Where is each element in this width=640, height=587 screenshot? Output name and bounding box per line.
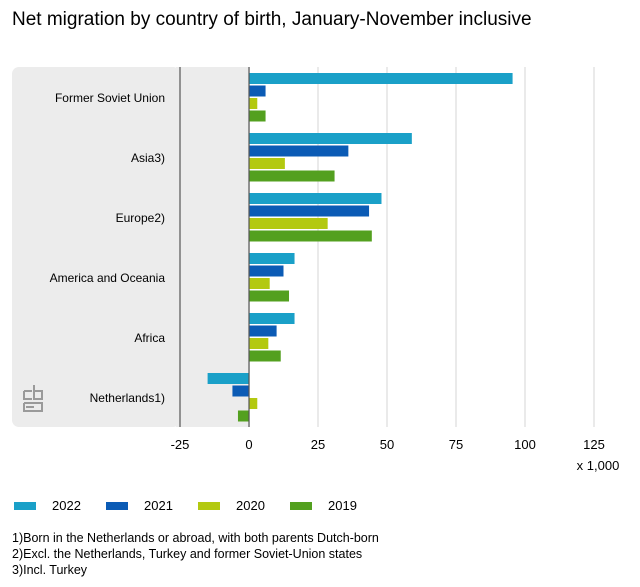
category-label: Europe2) <box>116 211 165 225</box>
category-label: Asia3) <box>131 151 165 165</box>
legend: 2022 2021 2020 2019 <box>14 498 634 518</box>
bar <box>249 313 295 324</box>
tick-labels: -25 0 25 50 75 100 125 <box>171 437 605 452</box>
legend-label: 2020 <box>236 498 265 513</box>
category-label: America and Oceania <box>50 271 166 285</box>
bar <box>249 230 372 242</box>
x-tick-label: 25 <box>311 437 325 452</box>
bar <box>232 385 249 397</box>
bar <box>249 170 335 182</box>
x-tick-label: 0 <box>245 437 252 452</box>
bar <box>237 410 249 422</box>
x-tick-label: 50 <box>380 437 394 452</box>
bar <box>249 193 382 204</box>
grid-lines <box>317 67 595 427</box>
footnote-1: 1)Born in the Netherlands or abroad, wit… <box>12 531 379 545</box>
x-tick-label: 100 <box>514 437 536 452</box>
bar <box>249 158 285 169</box>
legend-swatch <box>290 501 312 510</box>
bar <box>249 278 270 289</box>
footnotes: 1)Born in the Netherlands or abroad, wit… <box>12 530 379 578</box>
legend-item: 2022 <box>14 498 81 513</box>
x-tick-label: -25 <box>171 437 190 452</box>
bar <box>249 98 258 109</box>
bar <box>249 133 412 144</box>
plot-background-mid <box>176 67 250 427</box>
legend-label: 2019 <box>328 498 357 513</box>
legend-item: 2021 <box>106 498 173 513</box>
footnote-3: 3)Incl. Turkey <box>12 563 88 577</box>
x-tick-label: 125 <box>583 437 605 452</box>
bar <box>249 205 370 217</box>
legend-item: 2020 <box>198 498 265 513</box>
legend-label: 2021 <box>144 498 173 513</box>
bar <box>249 85 266 97</box>
legend-swatch <box>106 501 128 510</box>
legend-swatch <box>198 501 220 510</box>
bars <box>207 73 513 422</box>
bar <box>249 145 349 157</box>
bar <box>249 218 328 229</box>
category-label: Netherlands1) <box>90 391 165 405</box>
bar <box>249 253 295 264</box>
legend-item: 2019 <box>290 498 357 513</box>
bar <box>249 338 269 349</box>
footnote-2: 2)Excl. the Netherlands, Turkey and form… <box>12 547 363 561</box>
bar <box>249 73 513 84</box>
x-tick-label: 75 <box>449 437 463 452</box>
bar <box>249 350 281 362</box>
legend-label: 2022 <box>52 498 81 513</box>
category-label: Former Soviet Union <box>55 91 165 105</box>
bar <box>249 290 290 302</box>
bar <box>249 265 284 277</box>
cbs-logo-icon <box>23 385 43 412</box>
plot-background <box>12 67 180 427</box>
chart-title: Net migration by country of birth, Janua… <box>12 9 532 30</box>
unit-label: x 1,000 <box>577 458 620 473</box>
bar <box>249 325 277 337</box>
category-label: Africa <box>134 331 165 345</box>
legend-swatch <box>14 501 36 510</box>
bar <box>249 398 258 409</box>
category-labels: Former Soviet Union Asia3) Europe2) America… <box>50 91 166 405</box>
bar <box>207 373 249 384</box>
bar <box>249 110 266 122</box>
chart: Former Soviet Union Asia3) Europe2) America… <box>12 67 620 473</box>
